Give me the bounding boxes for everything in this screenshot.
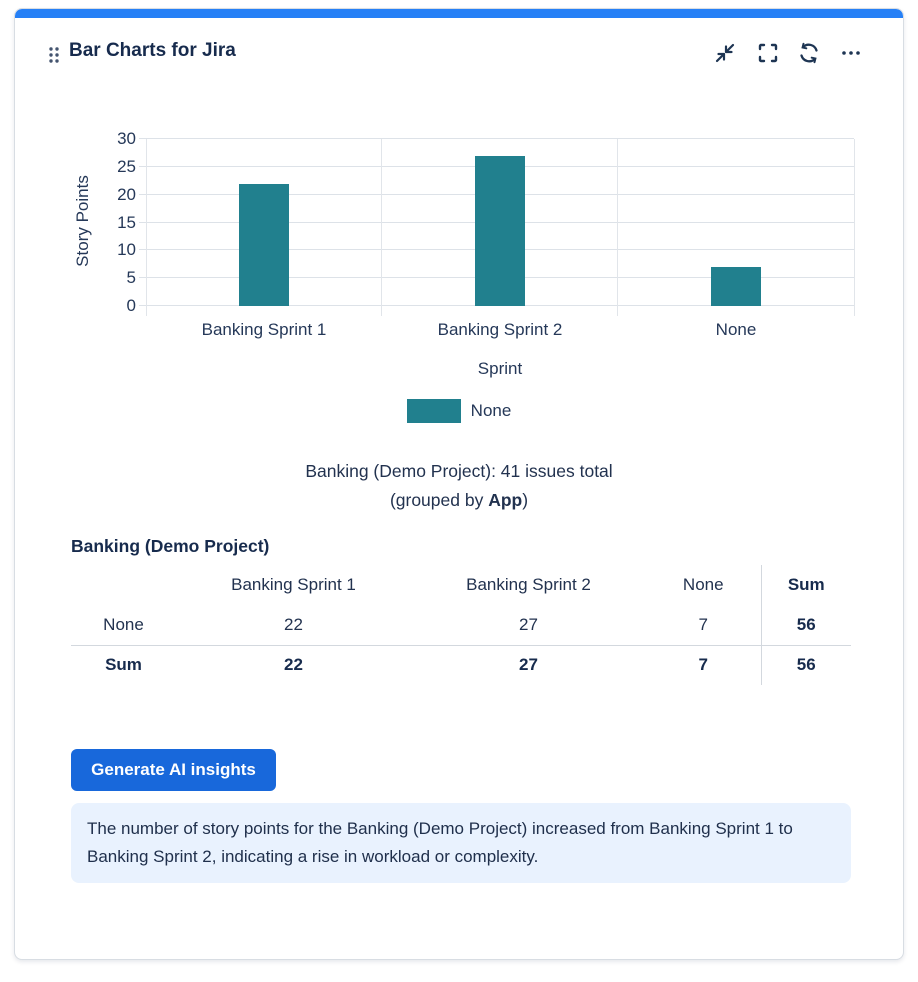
plot-area bbox=[139, 138, 855, 316]
table-title: Banking (Demo Project) bbox=[71, 536, 270, 556]
legend-item[interactable]: None bbox=[15, 399, 903, 423]
pivot-table: Banking Sprint 1 Banking Sprint 2 None Sum … bbox=[71, 565, 851, 685]
y-tick-label: 10 bbox=[117, 240, 136, 260]
table-cell: 22 bbox=[284, 614, 303, 634]
y-tick-label: 0 bbox=[126, 296, 136, 315]
table-column-header bbox=[71, 565, 176, 605]
legend-label: None bbox=[470, 401, 512, 420]
table-row-label: None bbox=[103, 614, 144, 634]
collapse-button[interactable] bbox=[711, 39, 738, 66]
drag-handle-icon[interactable] bbox=[47, 45, 61, 65]
table-column-header: Banking Sprint 2 bbox=[466, 575, 591, 594]
summary-line1: Banking (Demo Project): 41 issues total bbox=[305, 461, 613, 481]
table-column-header: Sum bbox=[760, 565, 851, 605]
table-header-row: Banking Sprint 1 Banking Sprint 2 None Sum bbox=[71, 565, 851, 605]
chart-summary: Banking (Demo Project): 41 issues total … bbox=[15, 457, 903, 515]
table-cell: 22 bbox=[176, 644, 411, 685]
y-tick-label: 25 bbox=[117, 156, 136, 176]
table-column-header: Banking Sprint 1 bbox=[231, 575, 356, 594]
fullscreen-button[interactable] bbox=[754, 39, 781, 66]
bar[interactable] bbox=[238, 183, 289, 306]
page-title: Bar Charts for Jira bbox=[69, 40, 236, 61]
bar-charts-gadget: Bar Charts for Jira bbox=[14, 8, 904, 960]
gadget-accent-bar bbox=[15, 9, 903, 18]
x-axis-title: Sprint bbox=[477, 359, 523, 378]
x-category-label: None bbox=[715, 320, 757, 339]
collapse-icon bbox=[713, 41, 737, 65]
fullscreen-icon bbox=[757, 42, 779, 64]
y-tick-label: 30 bbox=[117, 129, 136, 148]
table-row: None 22 27 7 56 bbox=[71, 605, 851, 645]
ellipsis-icon bbox=[840, 42, 862, 64]
refresh-icon bbox=[797, 41, 821, 65]
table-body: None 22 27 7 56 Sum 22 27 7 56 bbox=[71, 605, 851, 685]
y-tick-label: 20 bbox=[117, 184, 136, 204]
table-row: Sum 22 27 7 56 bbox=[71, 644, 851, 685]
summary-line2: (grouped by App) bbox=[389, 490, 529, 510]
x-gridline bbox=[617, 139, 619, 316]
table-cell: 27 bbox=[411, 644, 646, 685]
table-row-label: Sum bbox=[71, 644, 176, 685]
bar-chart: Story Points 0 5 10 15 20 25 30 Banking Sprint… bbox=[15, 121, 903, 437]
ai-insight-box: The number of story points for the Banki… bbox=[71, 803, 851, 883]
x-gridline bbox=[381, 139, 383, 316]
table-cell: 56 bbox=[760, 605, 851, 645]
gridline bbox=[139, 138, 854, 139]
y-tick-label: 15 bbox=[117, 212, 136, 232]
y-axis-ticks: 0 5 10 15 20 25 30 bbox=[15, 129, 136, 315]
more-options-button[interactable] bbox=[837, 39, 864, 66]
bar[interactable] bbox=[475, 155, 525, 306]
table-column-header: None bbox=[682, 575, 724, 594]
legend-swatch bbox=[406, 399, 461, 423]
x-category-label: Banking Sprint 2 bbox=[437, 320, 563, 339]
bar[interactable] bbox=[711, 267, 761, 306]
x-gridline bbox=[853, 139, 855, 316]
table-cell: 56 bbox=[760, 644, 851, 685]
refresh-button[interactable] bbox=[795, 39, 822, 66]
table-cell: 7 bbox=[646, 644, 761, 685]
x-gridline bbox=[145, 139, 147, 316]
group-by-value: App bbox=[488, 490, 523, 510]
table-cell: 27 bbox=[519, 614, 538, 634]
x-axis-labels: Banking Sprint 1 Banking Sprint 2 None bbox=[146, 320, 854, 340]
generate-ai-insights-button[interactable]: Generate AI insights bbox=[71, 749, 276, 791]
y-tick-label: 5 bbox=[126, 268, 136, 288]
table-cell: 7 bbox=[698, 614, 708, 634]
x-category-label: Banking Sprint 1 bbox=[201, 320, 327, 339]
